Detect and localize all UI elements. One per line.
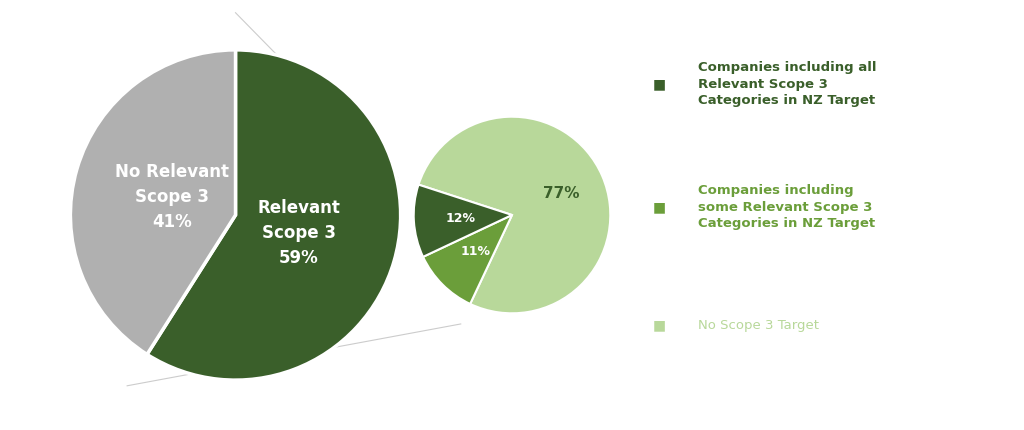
Wedge shape [423, 215, 512, 304]
Text: ■: ■ [652, 77, 666, 92]
Text: 12%: 12% [446, 212, 476, 225]
Text: ■: ■ [652, 319, 666, 333]
Text: ■: ■ [652, 200, 666, 214]
Wedge shape [71, 50, 236, 354]
Text: Companies including all
Relevant Scope 3
Categories in NZ Target: Companies including all Relevant Scope 3… [698, 61, 877, 108]
Text: Companies including
some Relevant Scope 3
Categories in NZ Target: Companies including some Relevant Scope … [698, 184, 876, 230]
Wedge shape [414, 184, 512, 257]
Text: No Scope 3 Target: No Scope 3 Target [698, 319, 819, 332]
Text: 77%: 77% [544, 186, 580, 201]
Text: 11%: 11% [461, 245, 490, 258]
Text: No Relevant
Scope 3
41%: No Relevant Scope 3 41% [115, 163, 229, 230]
Wedge shape [419, 117, 610, 313]
Wedge shape [147, 50, 400, 380]
Text: Relevant
Scope 3
59%: Relevant Scope 3 59% [257, 200, 340, 267]
